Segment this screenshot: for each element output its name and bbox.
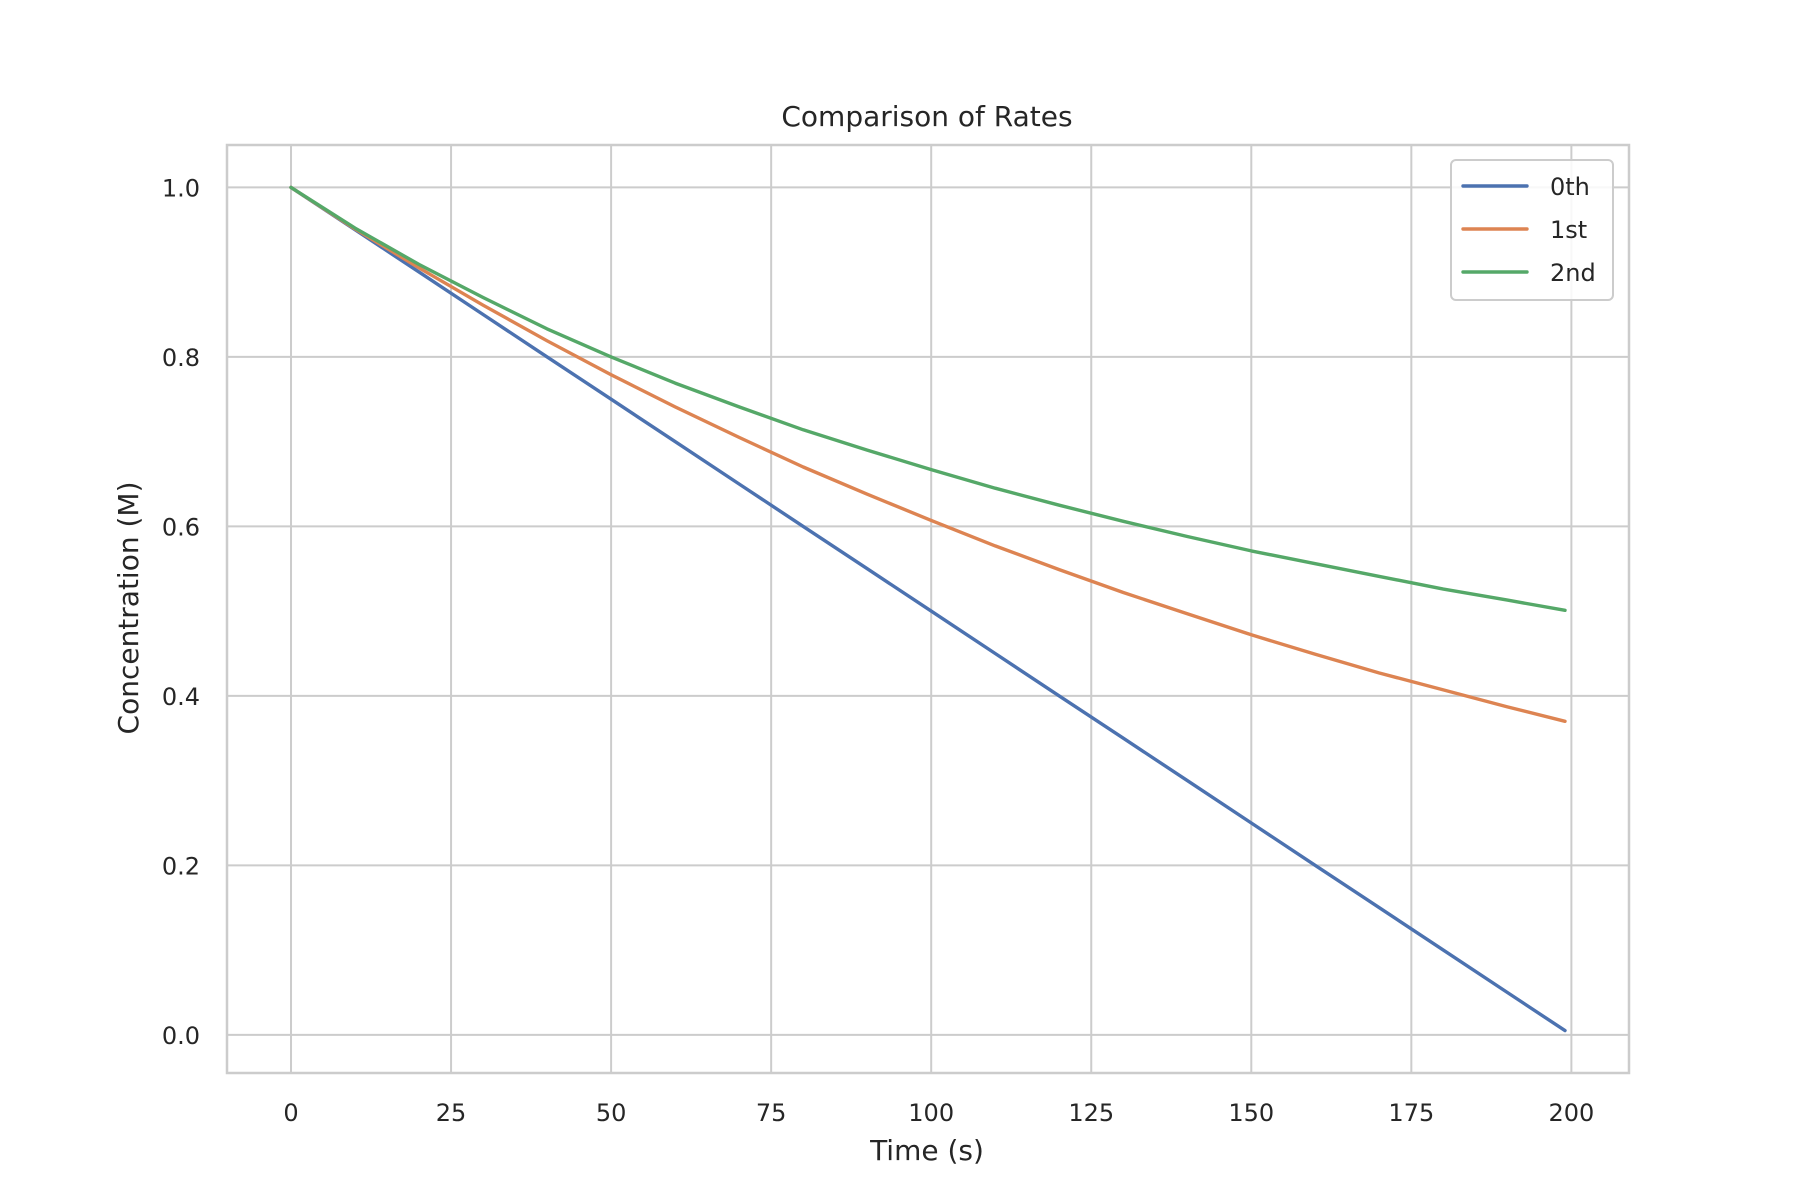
x-tick-label: 75 [756, 1099, 787, 1127]
series-line-1st [289, 185, 1567, 723]
series-lines [289, 185, 1567, 1033]
series-line-2nd [289, 185, 1567, 612]
y-tick-label: 0.6 [162, 513, 200, 541]
y-tick-label: 1.0 [162, 174, 200, 202]
y-grid-lines [227, 186, 1629, 1036]
x-tick-label: 100 [908, 1099, 954, 1127]
chart-title: Comparison of Rates [781, 100, 1072, 133]
y-tick-label: 0.8 [162, 344, 200, 372]
y-axis-label: Concentration (M) [112, 482, 145, 735]
legend-label-0th: 0th [1550, 173, 1590, 201]
x-tick-label: 125 [1068, 1099, 1114, 1127]
x-tick-label: 200 [1548, 1099, 1594, 1127]
legend: 0th 1st 2nd [1450, 159, 1614, 301]
series-line-0th [289, 185, 1567, 1033]
y-tick-label: 0.4 [162, 683, 200, 711]
plot-area [225, 143, 1631, 1075]
y-tick-label: 0.2 [162, 852, 200, 880]
legend-box [1450, 159, 1614, 301]
x-tick-label: 0 [283, 1099, 298, 1127]
x-tick-labels: 0 25 50 75 100 125 150 175 200 [283, 1099, 1594, 1127]
x-tick-label: 175 [1388, 1099, 1434, 1127]
y-tick-labels: 0.0 0.2 0.4 0.6 0.8 1.0 [162, 174, 200, 1049]
legend-label-1st: 1st [1550, 216, 1587, 244]
legend-label-2nd: 2nd [1550, 259, 1596, 287]
x-grid-lines [290, 145, 1573, 1073]
y-tick-label: 0.0 [162, 1022, 200, 1050]
x-tick-label: 25 [436, 1099, 467, 1127]
x-tick-label: 50 [596, 1099, 627, 1127]
x-axis-label: Time (s) [869, 1134, 984, 1167]
x-tick-label: 150 [1228, 1099, 1274, 1127]
